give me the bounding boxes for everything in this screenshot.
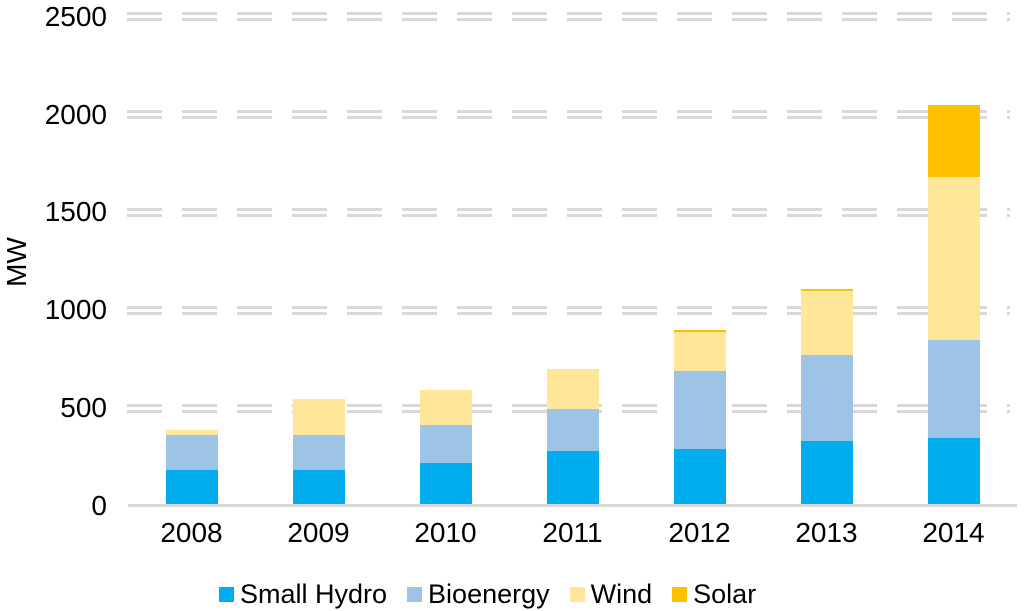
bar-segment-2011-bioenergy	[546, 409, 599, 451]
x-tick-label-2009: 2009	[287, 517, 350, 548]
bar-segment-2011-wind	[546, 369, 599, 409]
gridline-2000	[127, 110, 1010, 120]
bar-segment-2010-bioenergy	[419, 425, 472, 463]
bar-segment-2014-wind	[927, 177, 980, 340]
bar-segment-2013-bioenergy	[800, 355, 853, 441]
bar-segment-2009-bioenergy	[292, 435, 345, 470]
y-tick-label-500: 500	[60, 392, 107, 424]
legend-label: Small Hydro	[240, 578, 388, 609]
y-axis-title: MW	[1, 237, 32, 287]
gridline-1000	[127, 305, 1010, 315]
legend-label: Bioenergy	[428, 578, 550, 609]
bar-segment-2008-small-hydro	[165, 470, 218, 506]
bar-segment-2014-small-hydro	[927, 438, 980, 506]
legend-item-bioenergy: Bioenergy	[407, 579, 550, 610]
legend-label: Solar	[693, 578, 757, 609]
y-tick-label-0: 0	[91, 490, 107, 521]
x-tick-label-2010: 2010	[414, 517, 477, 548]
x-tick-label-2014: 2014	[922, 517, 985, 548]
y-tick-label-1000: 1000	[44, 294, 107, 326]
gridline-1500	[127, 207, 1010, 217]
y-tick-label-2500: 2500	[44, 0, 107, 32]
bar-segment-2009-wind	[292, 399, 345, 435]
bar-segment-2008-bioenergy	[165, 435, 218, 470]
legend-label: Wind	[590, 578, 653, 609]
legend-item-wind: Wind	[569, 578, 653, 610]
bar-segment-2008-wind	[165, 430, 218, 435]
x-tick-label-2011: 2011	[542, 517, 603, 548]
bar-segment-2014-solar	[927, 105, 980, 177]
x-tick-label-2008: 2008	[160, 517, 223, 548]
bar-segment-2010-small-hydro	[419, 463, 472, 506]
bar-segment-2012-bioenergy	[673, 371, 726, 449]
y-tick-label-1500: 1500	[44, 196, 107, 228]
bar-segment-2013-wind	[800, 291, 853, 355]
legend-swatch-icon	[569, 586, 585, 602]
bar-segment-2009-small-hydro	[292, 470, 345, 506]
x-tick-label-2013: 2013	[795, 517, 858, 548]
x-axis-line	[128, 503, 1017, 507]
bar-segment-2011-small-hydro	[546, 451, 599, 506]
legend-swatch-icon	[407, 586, 423, 602]
bar-segment-2012-small-hydro	[673, 449, 726, 506]
bar-segment-2012-wind	[673, 332, 726, 371]
legend-swatch-icon	[672, 586, 688, 602]
x-tick-label-2012: 2012	[668, 517, 731, 548]
legend-item-small-hydro: Small Hydro	[219, 579, 387, 610]
legend-swatch-icon	[219, 586, 234, 602]
chart-legend: Small Hydro Bioenergy Wind Solar	[219, 578, 756, 610]
bar-segment-2012-solar	[673, 330, 726, 332]
bar-segment-2013-small-hydro	[800, 441, 853, 506]
bar-segment-2014-bioenergy	[927, 340, 980, 438]
bar-segment-2010-wind	[419, 390, 472, 425]
y-tick-label-2000: 2000	[44, 98, 107, 130]
bar-segment-2013-solar	[800, 289, 853, 291]
legend-item-solar: Solar	[672, 579, 756, 610]
gridline-2500	[127, 12, 1010, 22]
